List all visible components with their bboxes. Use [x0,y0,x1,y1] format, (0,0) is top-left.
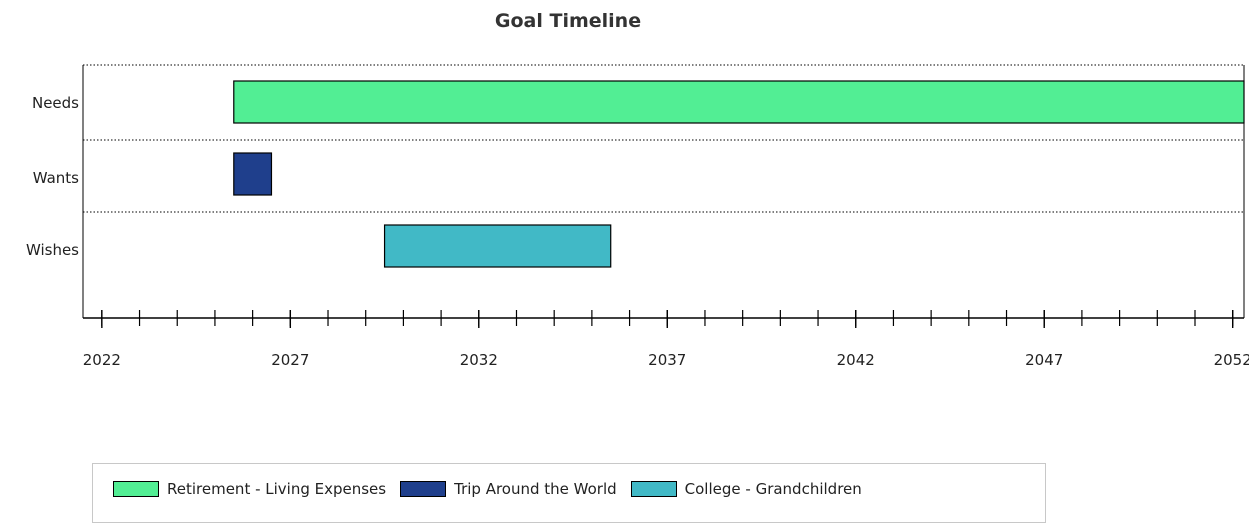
legend-items: Retirement - Living Expenses Trip Around … [113,480,876,498]
legend-label: Retirement - Living Expenses [167,480,386,498]
x-tick-label: 2037 [648,351,686,369]
legend-swatch [113,481,159,497]
timeline-bar [234,81,1244,123]
goal-timeline-chart: Goal Timeline Needs Wants Wishes 2022 2027 20… [0,0,1249,511]
x-tick-label: 2027 [271,351,309,369]
category-label: Wishes [26,241,79,259]
category-label: Wants [33,169,79,187]
x-tick-label: 2047 [1025,351,1063,369]
legend-label: College - Grandchildren [685,480,862,498]
legend-swatch [400,481,446,497]
x-tick-label: 2022 [83,351,121,369]
chart-legend: Retirement - Living Expenses Trip Around … [92,463,1046,523]
plot-area: Needs Wants Wishes 2022 2027 2032 2037 2042 2047… [26,65,1249,369]
legend-item: Retirement - Living Expenses [113,480,386,498]
x-tick-label: 2052 [1214,351,1249,369]
legend-swatch [631,481,677,497]
category-label: Needs [32,94,79,112]
x-tick-label: 2032 [460,351,498,369]
timeline-bar [385,225,611,267]
chart-title: Goal Timeline [495,10,641,32]
legend-item: Trip Around the World [400,480,617,498]
legend-item: College - Grandchildren [631,480,862,498]
legend-label: Trip Around the World [454,480,617,498]
x-tick-label: 2042 [837,351,875,369]
timeline-bar [234,153,272,195]
